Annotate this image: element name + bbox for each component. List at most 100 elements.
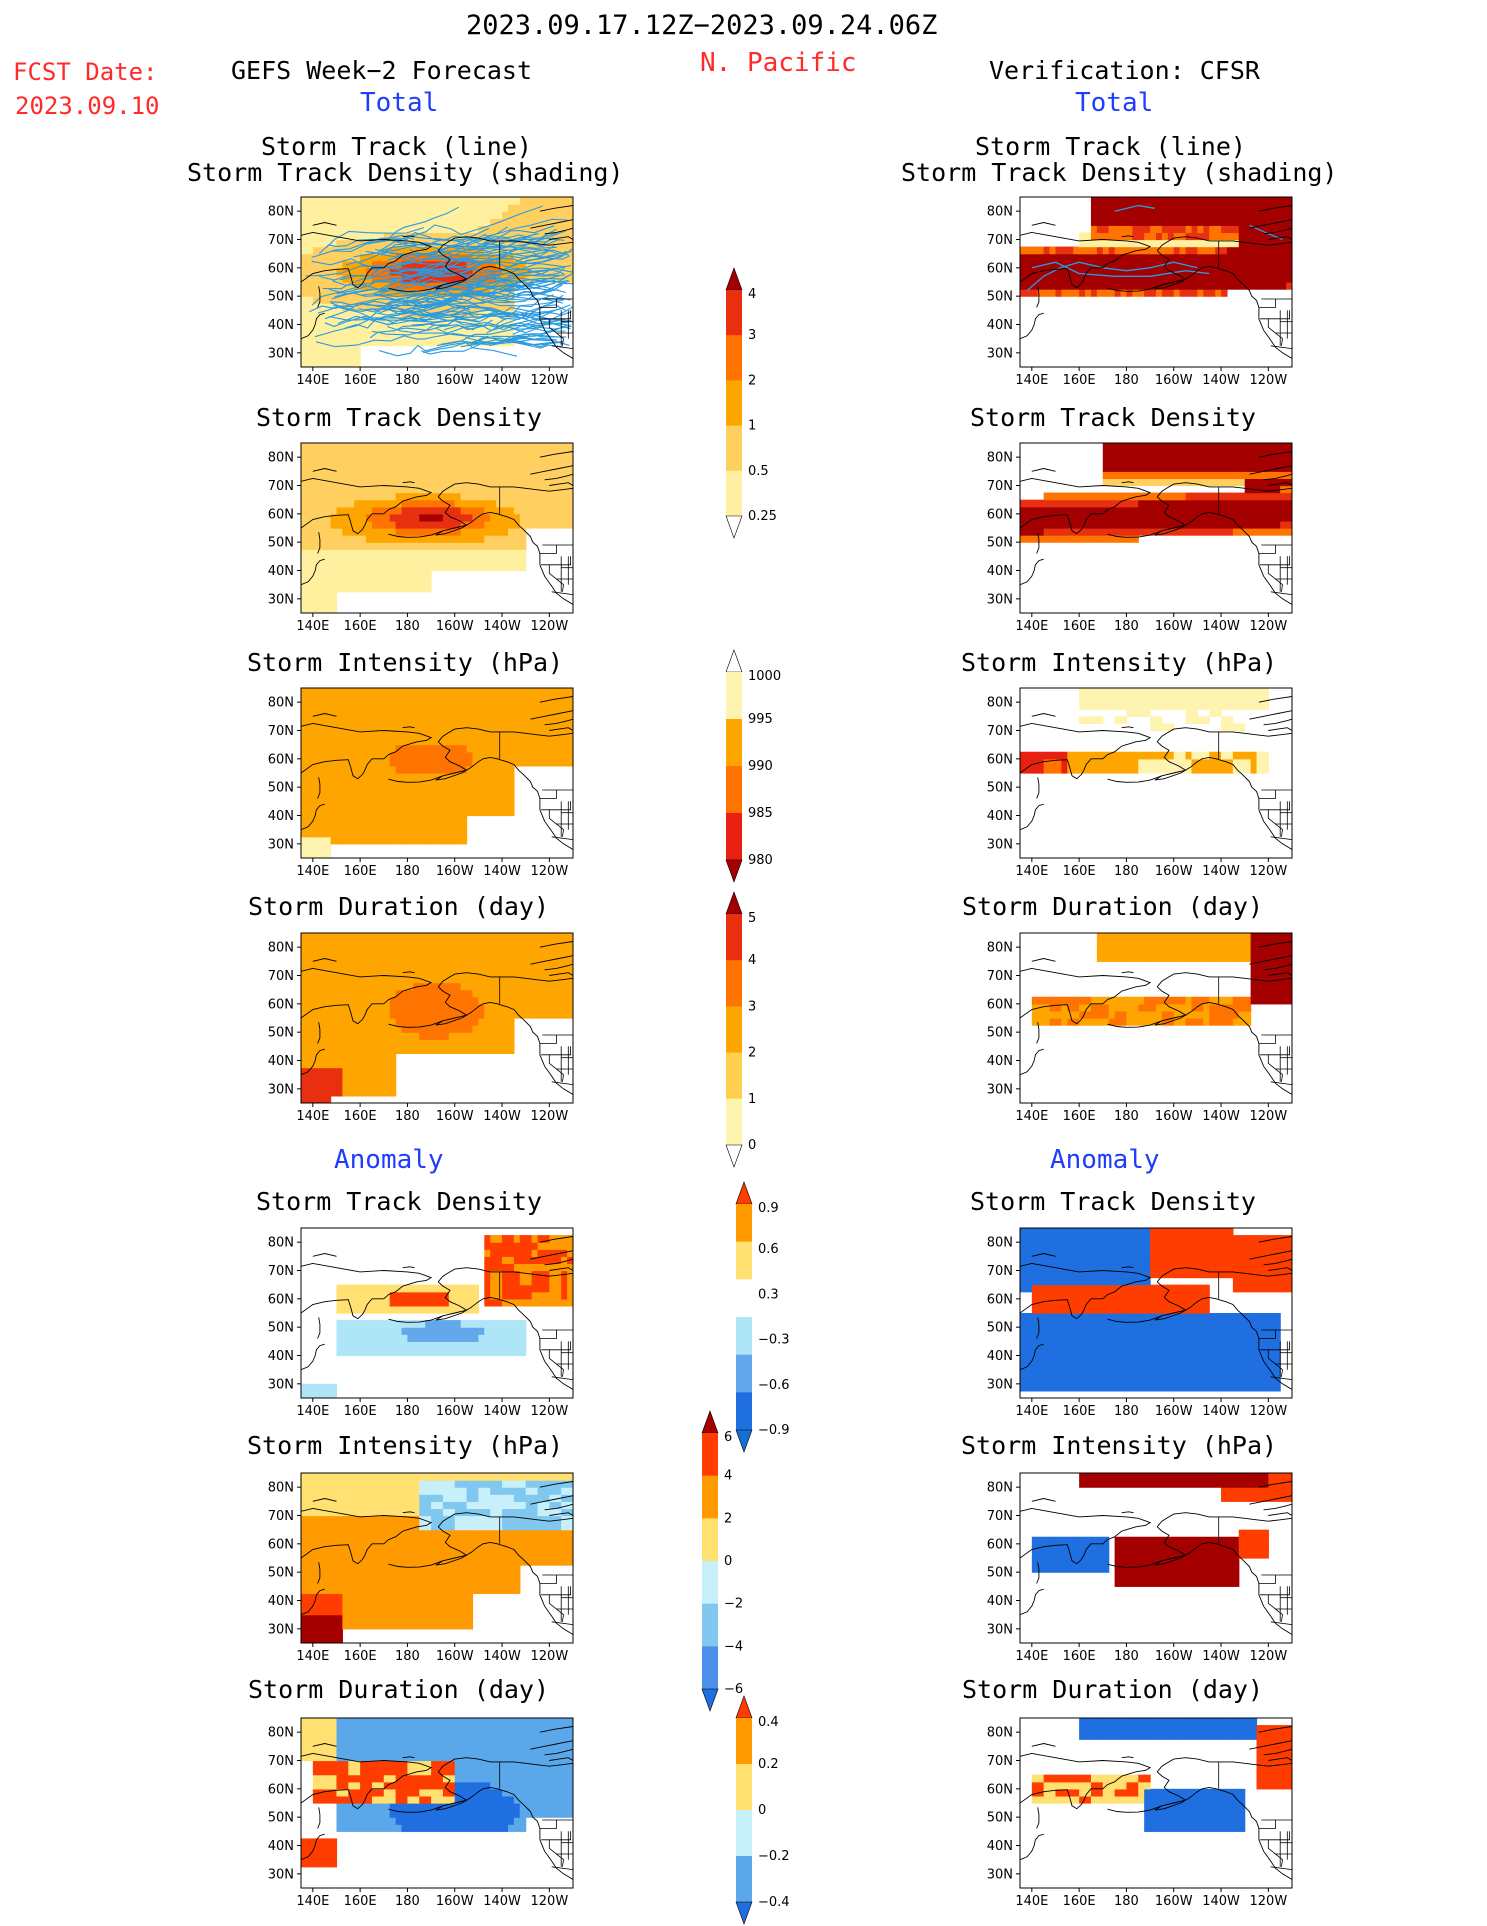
shaded-cell [336, 211, 343, 219]
shaded-cell [384, 983, 391, 991]
shaded-cell [360, 478, 367, 486]
shaded-cell [1191, 709, 1198, 717]
shaded-cell [449, 709, 456, 717]
shaded-cell [1227, 254, 1234, 262]
shaded-cell [325, 549, 332, 557]
shaded-cell [1274, 507, 1281, 515]
shaded-cell [384, 738, 391, 746]
shaded-cell [1245, 752, 1252, 760]
shaded-cell [1138, 282, 1145, 290]
shaded-cell [419, 571, 426, 579]
shaded-cell [378, 211, 385, 219]
shaded-cell [407, 801, 414, 809]
shaded-cell [331, 317, 338, 325]
shaded-cell [372, 571, 379, 579]
shaded-cell [342, 823, 349, 831]
shaded-cell [336, 752, 343, 760]
shaded-cell [496, 542, 503, 550]
shaded-cell [378, 830, 385, 838]
shaded-cell [431, 339, 438, 347]
shaded-cell [384, 1032, 391, 1040]
shaded-cell [461, 197, 468, 205]
shaded-cell [449, 816, 456, 824]
shaded-cell [1233, 450, 1240, 458]
shaded-cell [561, 723, 568, 731]
shaded-cell [325, 808, 332, 816]
shaded-cell [1203, 247, 1210, 255]
shaded-cell [449, 471, 456, 479]
shaded-cell [461, 837, 468, 845]
left-title-density: Storm Track Density [256, 405, 542, 430]
shaded-cell [437, 556, 444, 564]
shaded-cell [425, 1032, 432, 1040]
shaded-cell [1150, 232, 1157, 240]
shaded-cell [1091, 275, 1098, 283]
shaded-cell [396, 443, 403, 451]
shaded-cell [478, 471, 485, 479]
shaded-cell [360, 1068, 367, 1076]
shaded-cell [378, 983, 385, 991]
shaded-cell [490, 773, 497, 781]
shaded-cell [520, 990, 527, 998]
shaded-cell [1186, 443, 1193, 451]
shaded-cell [472, 983, 479, 991]
shaded-cell [1268, 500, 1275, 508]
shaded-cell [1180, 752, 1187, 760]
shaded-cell [561, 745, 568, 753]
shaded-cell [313, 837, 320, 845]
shaded-cell [390, 695, 397, 703]
shaded-cell [372, 816, 379, 824]
shaded-cell [1044, 247, 1051, 255]
shaded-cell [1103, 535, 1110, 543]
shaded-cell [331, 578, 338, 586]
shaded-cell [384, 563, 391, 571]
shaded-cell [1268, 275, 1275, 283]
shaded-cell [378, 507, 385, 515]
shaded-cell [538, 745, 545, 753]
shaded-cell [390, 450, 397, 458]
shaded-cell [467, 549, 474, 557]
left-title-intensity-anom: Storm Intensity (hPa) [247, 1433, 563, 1458]
shaded-cell [301, 780, 308, 788]
shaded-cell [366, 752, 373, 760]
shaded-cell [1233, 478, 1240, 486]
shaded-cell [390, 990, 397, 998]
shaded-cell [407, 823, 414, 831]
shaded-cell [378, 1053, 385, 1061]
shaded-cell [1174, 254, 1181, 262]
shaded-cell [348, 218, 355, 226]
shaded-cell [336, 787, 343, 795]
shaded-cell [407, 450, 414, 458]
shaded-cell [484, 218, 491, 226]
shaded-cell [502, 500, 509, 508]
shaded-cell [1191, 218, 1198, 226]
shaded-cell [1227, 261, 1234, 269]
shaded-cell [313, 225, 320, 233]
shaded-cell [1050, 766, 1057, 774]
shaded-cell [319, 360, 326, 368]
shaded-cell [425, 556, 432, 564]
shaded-cell [549, 997, 556, 1005]
shaded-cell [1257, 500, 1264, 508]
shaded-cell [307, 339, 314, 347]
shaded-cell [1233, 225, 1240, 233]
shaded-cell [342, 745, 349, 753]
shaded-cell [1156, 204, 1163, 212]
shaded-cell [1209, 464, 1216, 472]
shaded-cell [384, 486, 391, 494]
shaded-cell [455, 471, 462, 479]
shaded-cell [336, 808, 343, 816]
shaded-cell [419, 1004, 426, 1012]
shaded-cell [1221, 275, 1228, 283]
shaded-cell [348, 794, 355, 802]
shaded-cell [390, 745, 397, 753]
shaded-cell [1144, 478, 1151, 486]
shaded-cell [478, 766, 485, 774]
shaded-cell [342, 585, 349, 593]
shaded-cell [461, 450, 468, 458]
shaded-cell [1109, 688, 1116, 696]
shaded-cell [396, 514, 403, 522]
shaded-cell [372, 443, 379, 451]
shaded-cell [1203, 478, 1210, 486]
